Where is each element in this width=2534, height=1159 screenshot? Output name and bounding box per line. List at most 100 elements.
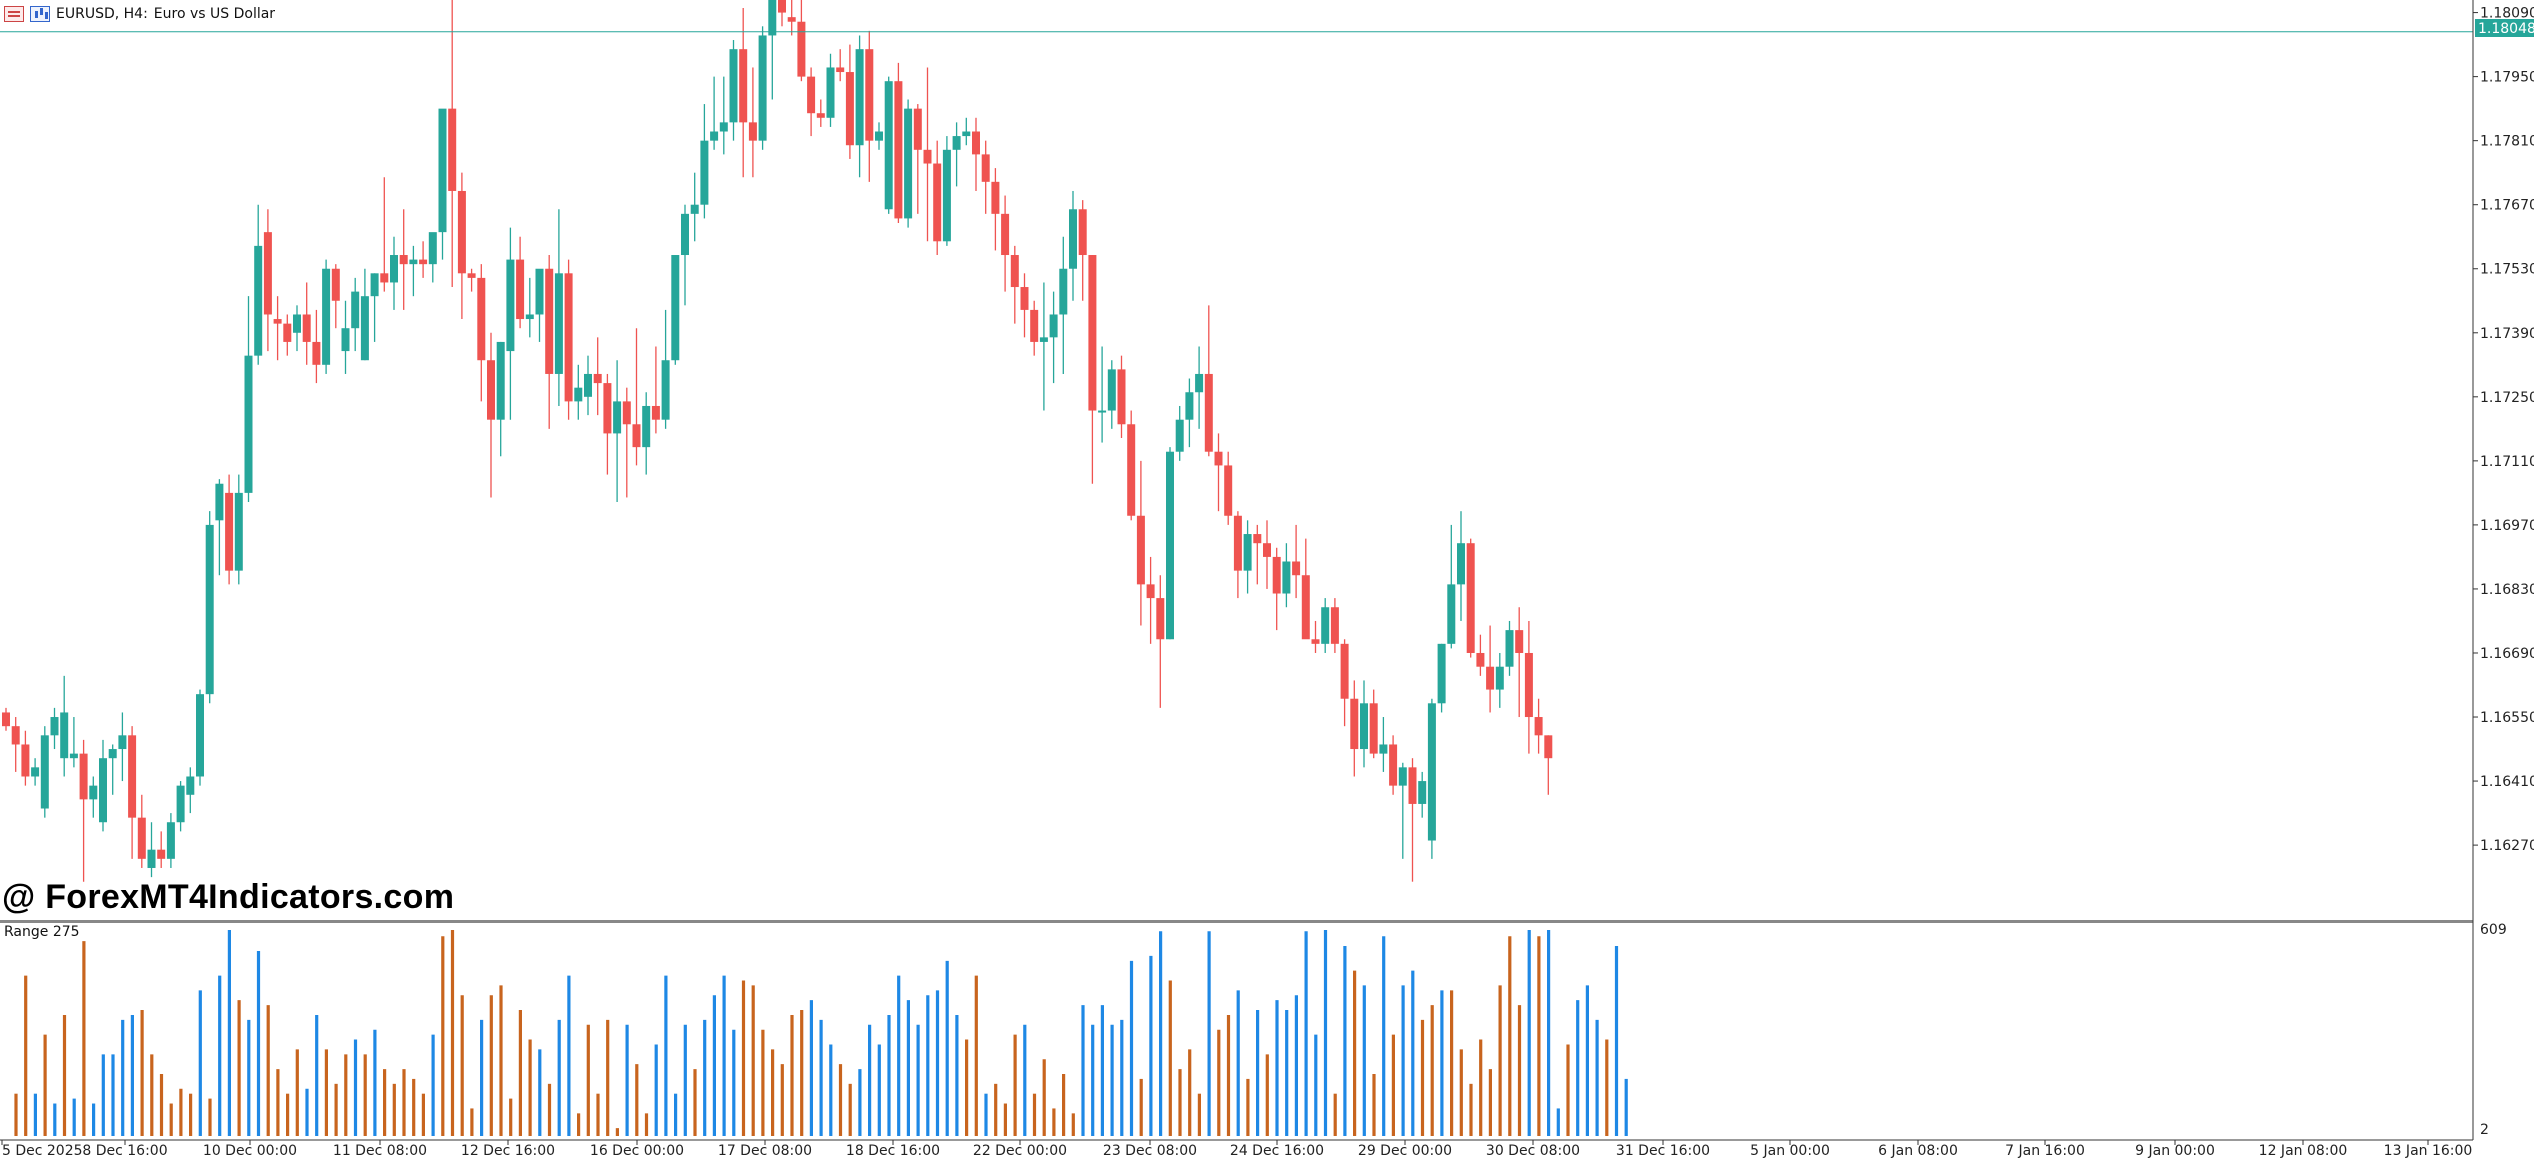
candle-body [108, 749, 117, 759]
candle-body [40, 735, 49, 809]
candle-body [865, 49, 874, 141]
time-tick-label: 29 Dec 00:00 [1358, 1143, 1452, 1159]
candle-body [1107, 369, 1116, 411]
candle-body [1524, 652, 1533, 718]
time-tick-label: 13 Jan 16:00 [2384, 1143, 2473, 1159]
watermark: @ ForexMT4Indicators.com [2, 878, 455, 916]
candle-body [1136, 515, 1145, 585]
candle-body [816, 113, 825, 118]
candle-body [807, 76, 816, 114]
candle-body [79, 753, 88, 800]
candle-body [1495, 666, 1504, 690]
candle-body [554, 273, 563, 374]
candle-body [283, 323, 292, 342]
candle-body [651, 405, 660, 420]
candle-body [99, 758, 107, 823]
price-tick-label: 1.16970 [2480, 518, 2534, 534]
chart-bars-icon[interactable] [30, 6, 50, 22]
candle-body [1059, 268, 1068, 315]
candle-body [1185, 392, 1194, 420]
candle-body [933, 163, 942, 242]
candle-body [1301, 575, 1310, 640]
candle-body [1078, 209, 1087, 256]
candle-body [729, 49, 738, 123]
candle-body [293, 314, 301, 333]
candle-body [1505, 630, 1514, 667]
candle-body [1427, 703, 1436, 841]
price-tick-label: 1.17950 [2480, 70, 2534, 86]
candle-body [273, 319, 282, 324]
candle-body [457, 190, 466, 274]
chart-window-menu-icon[interactable] [4, 6, 24, 22]
time-tick-label: 7 Jan 16:00 [2005, 1143, 2085, 1159]
candle-body [1263, 543, 1271, 557]
time-tick-label: 16 Dec 00:00 [590, 1143, 684, 1159]
time-tick-label: 6 Jan 08:00 [1878, 1143, 1958, 1159]
candle-body [710, 131, 719, 141]
candle-body [593, 373, 602, 384]
candle-body [1214, 451, 1223, 466]
candle-body [1204, 373, 1213, 452]
candle-body [351, 291, 360, 329]
candle-body [1088, 255, 1097, 411]
candle-body [1379, 744, 1388, 754]
candlestick-series [2, 0, 1553, 882]
candle-body [525, 314, 534, 320]
time-tick-label: 5 Dec 2025 [2, 1143, 83, 1159]
candle-body [778, 0, 786, 13]
candle-body [1437, 643, 1446, 704]
candle-body [69, 753, 78, 759]
candle-body [1030, 309, 1039, 342]
candle-body [438, 108, 447, 233]
candle-body [1098, 410, 1107, 413]
candle-body [952, 136, 961, 150]
candle-body [1457, 543, 1465, 585]
candle-body [128, 735, 137, 818]
candle-body [1350, 698, 1359, 750]
price-tick-label: 1.18090 [2480, 6, 2534, 22]
time-tick-label: 22 Dec 00:00 [973, 1143, 1067, 1159]
candle-body [263, 232, 272, 315]
candle-body [1330, 607, 1339, 644]
price-tick-label: 1.16830 [2480, 582, 2534, 598]
price-tick-label: 1.17390 [2480, 326, 2534, 342]
candle-body [428, 232, 437, 265]
candle-body [1408, 767, 1417, 804]
candle-body [331, 268, 340, 301]
candle-body [1127, 424, 1136, 516]
candle-body [448, 108, 457, 191]
pane-separator[interactable] [0, 920, 2473, 923]
time-tick-label: 12 Jan 08:00 [2259, 1143, 2348, 1159]
time-tick-label: 17 Dec 08:00 [718, 1143, 812, 1159]
candle-body [613, 401, 622, 434]
candle-body [487, 360, 495, 420]
candle-body [89, 785, 98, 800]
candle-body [1321, 607, 1330, 644]
candle-body [1049, 314, 1058, 338]
candle-body [875, 131, 883, 141]
time-tick-label: 5 Jan 00:00 [1750, 1143, 1830, 1159]
candle-body [467, 273, 476, 278]
indicator-scale-top: 609 [2480, 922, 2507, 938]
price-tick-label: 1.16690 [2480, 646, 2534, 662]
candle-body [739, 49, 748, 123]
time-tick-label: 10 Dec 00:00 [203, 1143, 297, 1159]
candle-body [477, 277, 486, 361]
candle-body [312, 341, 321, 365]
time-tick-label: 30 Dec 08:00 [1486, 1143, 1580, 1159]
candle-body [768, 0, 777, 36]
candle-body [884, 81, 893, 210]
candle-body [21, 744, 30, 777]
candle-body [661, 360, 670, 420]
chart-header: EURUSD, H4: Euro vs US Dollar [0, 0, 275, 28]
candle-body [225, 492, 234, 571]
candle-body [496, 341, 505, 420]
candle-body [390, 255, 398, 283]
candle-body [50, 717, 59, 736]
time-tick-label: 23 Dec 08:00 [1103, 1143, 1197, 1159]
candle-body [855, 49, 864, 146]
candle-body [1001, 213, 1010, 256]
candle-body [176, 785, 185, 823]
candle-body [690, 204, 699, 214]
